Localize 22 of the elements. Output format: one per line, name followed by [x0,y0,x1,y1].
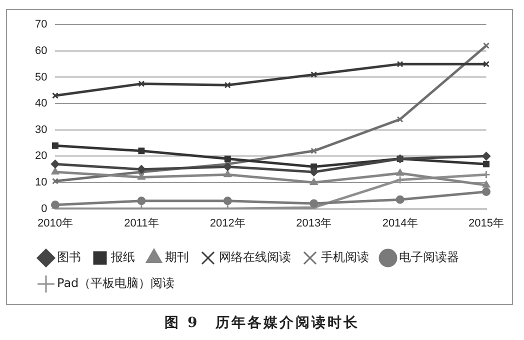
text: 图 9 历年各媒介阅读时长 [164,314,360,332]
legend-label: 图书 [57,250,81,264]
x-tick-label: 2015年 [468,217,504,230]
y-tick-label: 30 [34,124,48,136]
x-tick-label: 2011年 [124,217,159,230]
y-tick-label: 20 [34,150,48,162]
x-tick-label: 2010年 [37,217,73,230]
y-tick-label: 50 [34,71,48,84]
y-tick-label: 60 [34,44,48,57]
legend-label: 手机阅读 [321,250,369,264]
x-tick-label: 2014年 [382,217,418,230]
y-tick-label: 70 [34,18,48,31]
y-tick-label: 0 [41,202,48,215]
legend-label: Pad（平板电脑）阅读 [57,276,175,290]
y-tick-label: 10 [34,176,48,189]
y-tick-label: 40 [34,98,48,110]
x-tick-label: 2013年 [296,217,332,230]
x-tick-label: 2012年 [210,217,246,230]
legend-label: 期刊 [165,250,189,264]
legend-label: 报纸 [110,250,135,264]
legend-label: 电子阅读器 [399,250,459,264]
legend-label: 网络在线阅读 [219,250,291,264]
